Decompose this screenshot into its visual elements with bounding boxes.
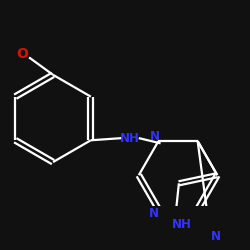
Text: N: N [211,230,221,243]
Text: N: N [150,130,160,143]
Text: NH: NH [172,218,191,231]
Text: O: O [16,47,28,61]
Text: N: N [149,207,159,220]
Text: NH: NH [120,132,140,144]
